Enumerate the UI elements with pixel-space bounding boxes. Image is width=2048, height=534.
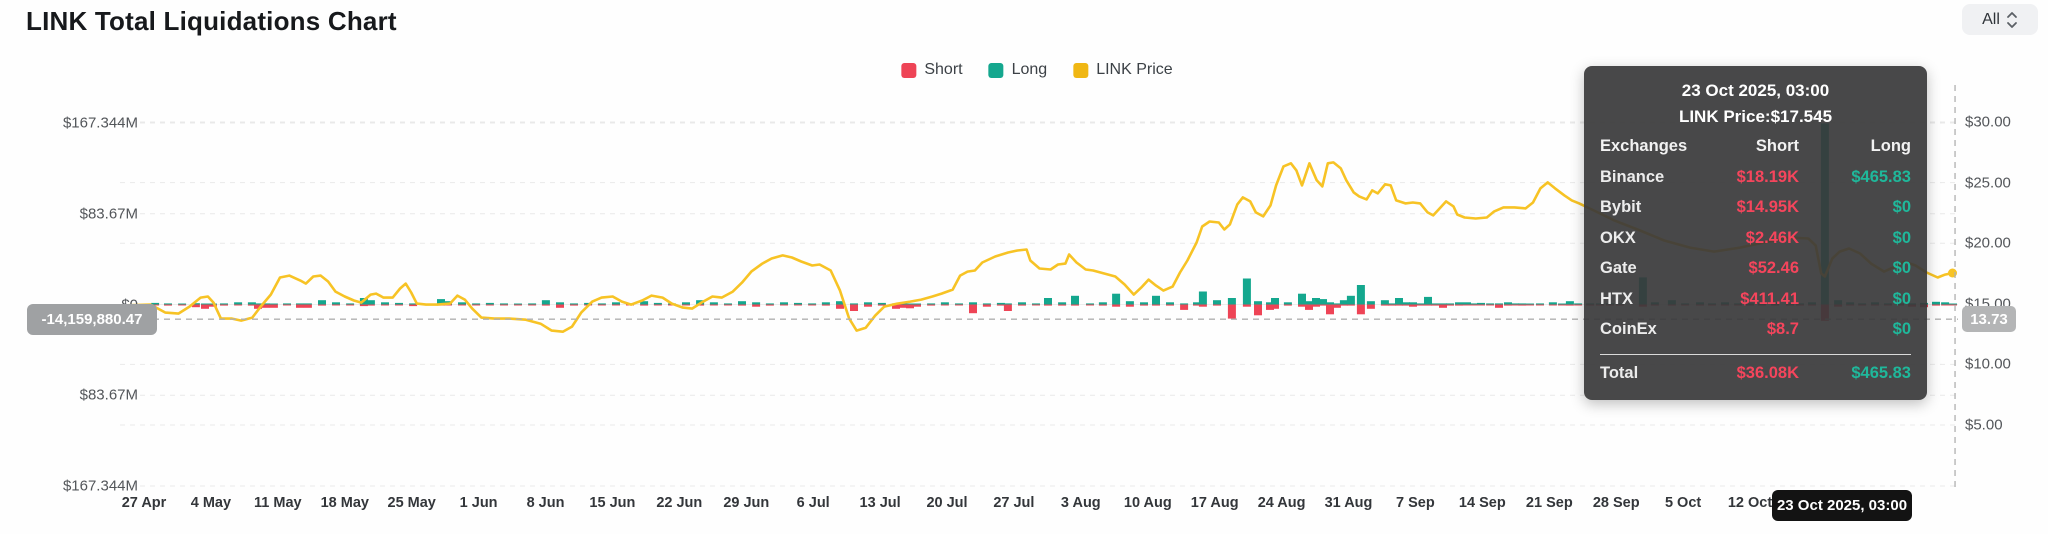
right-axis-tick-label: $10.00 xyxy=(1965,355,2011,373)
left-axis-tick-label: $83.67M xyxy=(79,386,138,404)
legend-item-label: Long xyxy=(1011,61,1048,78)
tooltip-exchange-row: OKX $2.46K $0 xyxy=(1600,224,1911,253)
x-axis-tick-label: 1 Jun xyxy=(459,495,498,511)
tooltip-short-value: $52.46 xyxy=(1748,259,1799,277)
tooltip-long-value: $0 xyxy=(1892,259,1911,277)
x-axis-tick-label: 4 May xyxy=(190,495,232,511)
tooltip-total-row: Total $36.08K $465.83 xyxy=(1600,359,1911,388)
tooltip-datetime: 23 Oct 2025, 03:00 xyxy=(1681,81,1830,100)
tooltip-table-header: Exchanges Short Long xyxy=(1600,132,1911,161)
range-selector-value: All xyxy=(1982,10,2000,28)
tooltip-table-rows: Binance $18.19K $465.83 Bybit $14.95K $0… xyxy=(1600,163,1911,344)
crosshair-date-badge: 23 Oct 2025, 03:00 xyxy=(1772,490,1912,521)
x-axis-tick-label: 21 Sep xyxy=(1525,495,1573,511)
x-axis-tick-label: 22 Jun xyxy=(656,495,703,511)
tooltip-total-label: Total xyxy=(1600,363,1639,382)
tooltip-long-value: $0 xyxy=(1892,320,1911,338)
crosshair-value-badge-left: -14,159,880.47 xyxy=(27,303,157,335)
tooltip-total-short: $36.08K xyxy=(1736,363,1799,382)
tooltip-exchange-name: HTX xyxy=(1600,289,1633,308)
x-axis-tick-label: 27 Apr xyxy=(121,495,167,511)
x-axis-tick-label: 10 Aug xyxy=(1123,495,1172,511)
legend-swatch-icon xyxy=(1073,62,1089,78)
left-axis-tick-label: $167.344M xyxy=(62,477,138,495)
left-axis-tick-label: $167.344M xyxy=(62,114,138,132)
tooltip-exchange-row: Binance $18.19K $465.83 xyxy=(1600,163,1911,192)
tooltip-exchange-name: CoinEx xyxy=(1600,320,1657,338)
legend-item-link-price[interactable]: LINK Price xyxy=(1073,61,1173,79)
tooltip-col-long: Long xyxy=(1870,137,1911,155)
x-axis-tick-label: 5 Oct xyxy=(1664,495,1702,511)
right-axis-tick-label: $25.00 xyxy=(1965,174,2011,192)
x-axis-tick-label: 29 Jun xyxy=(723,495,770,511)
tooltip-long-value: $0 xyxy=(1892,228,1911,247)
legend-swatch-icon xyxy=(988,62,1004,78)
x-axis-tick-label: 11 May xyxy=(254,495,302,511)
x-axis-tick-label: 7 Sep xyxy=(1396,495,1435,511)
x-axis-tick-label: 12 Oct xyxy=(1727,495,1773,511)
x-axis-tick-label: 15 Jun xyxy=(589,495,636,511)
tooltip-short-value: $8.7 xyxy=(1766,320,1799,338)
x-axis-tick-label: 20 Jul xyxy=(926,495,968,511)
x-axis-tick-label: 14 Sep xyxy=(1458,495,1506,511)
x-axis-tick-label: 27 Jul xyxy=(993,495,1035,511)
right-axis-tick-label: $20.00 xyxy=(1965,234,2011,252)
range-selector-dropdown[interactable]: All xyxy=(1962,4,2038,35)
updown-chevron-icon xyxy=(2006,11,2017,28)
legend-swatch-icon xyxy=(901,62,917,78)
tooltip-short-value: $18.19K xyxy=(1736,167,1799,186)
x-axis-tick-label: 17 Aug xyxy=(1190,495,1239,511)
right-axis-tick-label: $30.00 xyxy=(1965,113,2011,131)
page-title: LINK Total Liquidations Chart xyxy=(26,6,397,36)
x-axis-tick-label: 13 Jul xyxy=(859,495,901,511)
x-axis-tick-label: 31 Aug xyxy=(1324,495,1373,511)
chart-legend: Short Long LINK Price xyxy=(901,61,1173,79)
tooltip-exchange-name: Gate xyxy=(1600,259,1637,277)
tooltip-long-value: $465.83 xyxy=(1851,167,1911,186)
tooltip-exchange-name: OKX xyxy=(1600,228,1636,247)
tooltip-exchange-name: Binance xyxy=(1600,167,1665,186)
legend-item-label: LINK Price xyxy=(1096,61,1173,78)
x-axis-tick-label: 18 May xyxy=(320,495,369,511)
legend-item-short[interactable]: Short xyxy=(901,61,963,79)
left-axis-tick-label: $83.67M xyxy=(79,205,138,223)
tooltip-long-value: $0 xyxy=(1892,198,1911,216)
tooltip-exchange-row: Bybit $14.95K $0 xyxy=(1600,193,1911,222)
x-axis-tick-label: 6 Jul xyxy=(796,495,830,511)
x-axis-tick-label: 8 Jun xyxy=(526,495,565,511)
tooltip-col-short: Short xyxy=(1755,137,1799,155)
chart-tooltip: 23 Oct 2025, 03:00 LINK Price:$17.545 Ex… xyxy=(1584,66,1927,400)
x-axis-tick-label: 25 May xyxy=(387,495,436,511)
tooltip-short-value: $411.41 xyxy=(1740,289,1799,308)
tooltip-long-value: $0 xyxy=(1892,289,1911,308)
tooltip-exchange-name: Bybit xyxy=(1600,198,1642,216)
tooltip-price: LINK Price:$17.545 xyxy=(1678,107,1833,126)
tooltip-total-long: $465.83 xyxy=(1851,363,1911,382)
tooltip-exchange-row: HTX $411.41 $0 xyxy=(1600,285,1911,314)
tooltip-divider xyxy=(1600,353,1911,355)
legend-item-long[interactable]: Long xyxy=(988,61,1048,79)
right-axis-tick-label: $5.00 xyxy=(1965,416,2003,434)
tooltip-exchange-row: Gate $52.46 $0 xyxy=(1600,254,1911,283)
tooltip-col-exchanges: Exchanges xyxy=(1600,137,1688,155)
x-axis-tick-label: 3 Aug xyxy=(1060,495,1101,511)
x-axis-tick-label: 28 Sep xyxy=(1592,495,1640,511)
tooltip-exchange-row: CoinEx $8.7 $0 xyxy=(1600,315,1911,344)
x-axis-tick-label: 24 Aug xyxy=(1257,495,1306,511)
crosshair-price-badge-right: 13.73 xyxy=(1962,306,2016,333)
tooltip-short-value: $2.46K xyxy=(1745,228,1799,247)
legend-item-label: Short xyxy=(924,61,963,78)
tooltip-short-value: $14.95K xyxy=(1736,198,1799,216)
